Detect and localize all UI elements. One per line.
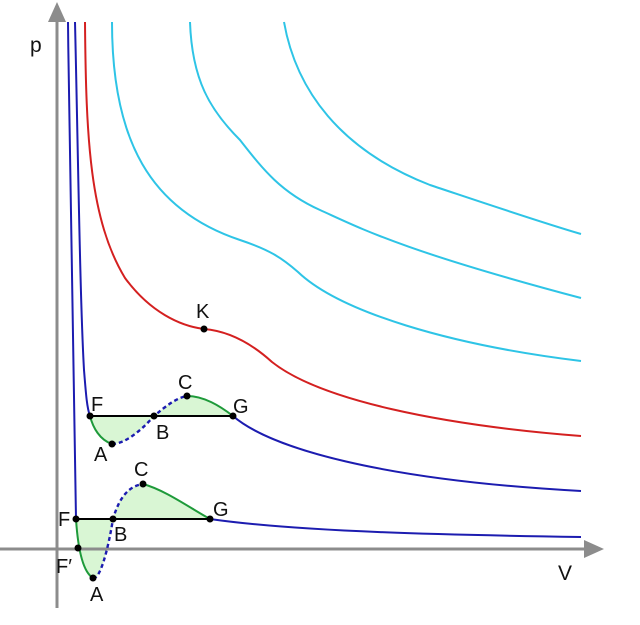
lower-isotherm-left-branch [67, 21, 77, 520]
lower-isotherm-right-branch [209, 518, 582, 538]
upper-upper-shaded-area [154, 396, 233, 416]
label-upper-C: C [178, 372, 192, 394]
point-upper-A [108, 440, 116, 448]
label-lower-F-prime: F′ [56, 556, 72, 578]
label-upper-G: G [233, 396, 249, 418]
y-axis-label: p [30, 34, 42, 57]
point-lower-G [206, 515, 214, 523]
point-upper-G [229, 412, 237, 420]
label-lower-B: B [114, 524, 127, 546]
isotherm-cyan-3 [283, 21, 582, 235]
lower-upper-shaded-area [113, 484, 210, 519]
x-axis-label: V [558, 562, 572, 585]
label-upper-F: F [91, 394, 103, 416]
isotherm-cyan-2 [189, 21, 582, 299]
isotherm-cyan-1 [111, 21, 582, 362]
label-upper-A: A [94, 444, 108, 466]
y-axis-arrowhead [48, 2, 66, 22]
upper-isotherm-stable-gas [186, 395, 234, 417]
label-K: K [196, 301, 210, 323]
point-upper-F [86, 412, 94, 420]
point-K [200, 325, 208, 333]
point-lower-F-prime [74, 544, 82, 552]
lower-isotherm-stable-gas [142, 483, 211, 520]
point-upper-B [150, 412, 158, 420]
critical-isotherm [84, 21, 582, 437]
upper-isotherm-left-branch [74, 21, 91, 417]
upper-lower-shaded-area [90, 416, 154, 444]
point-lower-A [89, 574, 97, 582]
upper-isotherm-right-branch [232, 415, 582, 492]
point-lower-C [139, 480, 147, 488]
x-axis-arrowhead [584, 540, 604, 558]
label-lower-G: G [213, 499, 229, 521]
point-lower-B [109, 515, 117, 523]
point-upper-C [183, 392, 191, 400]
label-upper-B: B [156, 422, 169, 444]
point-lower-F [72, 515, 80, 523]
label-lower-F: F [58, 509, 70, 531]
label-lower-C: C [134, 459, 148, 481]
label-lower-A: A [90, 584, 104, 606]
